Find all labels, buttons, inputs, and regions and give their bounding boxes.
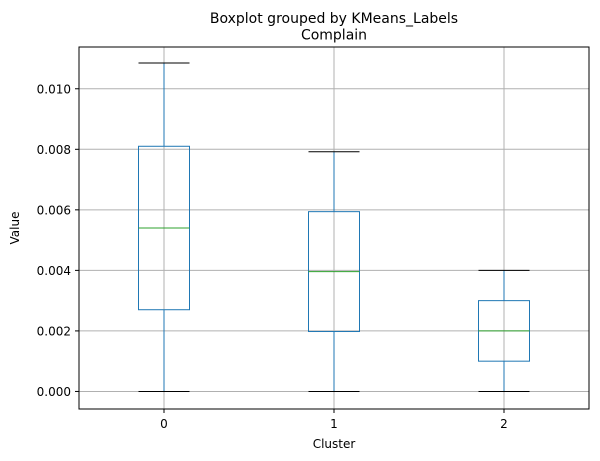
y-tick-label: 0.010 [37,82,71,96]
y-tick-label: 0.004 [37,264,71,278]
y-tick-label: 0.000 [37,385,71,399]
y-tick-label: 0.006 [37,203,71,217]
axis-ticks: 0.000 0.002 0.004 0.006 0.008 0.010 0 1 2 [37,82,508,431]
x-tick-label: 2 [500,417,508,431]
x-tick-label: 1 [330,417,338,431]
chart-suptitle: Boxplot grouped by KMeans_Labels [210,11,458,27]
y-tick-label: 0.008 [37,143,71,157]
y-axis-label: Value [8,212,22,245]
box-group [138,62,530,392]
y-tick-label: 0.002 [37,324,71,338]
chart-title: Complain [301,28,367,44]
x-tick-label: 0 [160,417,168,431]
x-axis-label: Cluster [313,437,356,451]
